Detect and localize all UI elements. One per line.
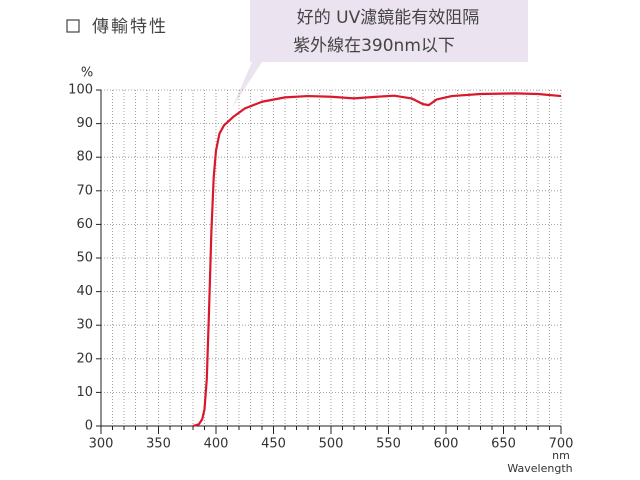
y-tick-label: 0	[85, 419, 93, 434]
x-tick-label: 300	[89, 437, 114, 452]
x-tick-label: 350	[146, 437, 171, 452]
y-tick-label: 10	[76, 385, 93, 400]
x-tick-label: 600	[434, 437, 459, 452]
y-tick-label: 20	[76, 351, 93, 366]
y-tick-label: 40	[76, 284, 93, 299]
x-axis-label: Wavelength	[507, 462, 572, 475]
y-tick-label: 30	[76, 318, 93, 333]
y-tick-label: 50	[76, 251, 93, 266]
x-tick-label: 650	[491, 437, 516, 452]
callout-bubble	[232, 0, 528, 108]
transmission-line	[192, 92, 562, 428]
y-axis-label: %	[81, 66, 93, 81]
x-tick-label: 450	[261, 437, 286, 452]
x-axis-unit: nm	[552, 449, 570, 462]
annotation-line: 好的 UV濾鏡能有效阻隔	[297, 8, 479, 28]
y-tick-label: 100	[68, 83, 93, 98]
x-tick-label: 500	[319, 437, 344, 452]
title-box-icon	[66, 19, 80, 33]
chart-title: 傳輸特性	[92, 17, 168, 37]
x-tick-label: 400	[204, 437, 229, 452]
annotation-line: 紫外線在390nm以下	[293, 36, 455, 56]
x-tick-label: 700	[549, 437, 574, 452]
y-tick-label: 60	[76, 217, 93, 232]
y-tick-label: 70	[76, 183, 93, 198]
x-tick-label: 550	[376, 437, 401, 452]
y-tick-label: 90	[76, 116, 93, 131]
y-tick-label: 80	[76, 150, 93, 165]
